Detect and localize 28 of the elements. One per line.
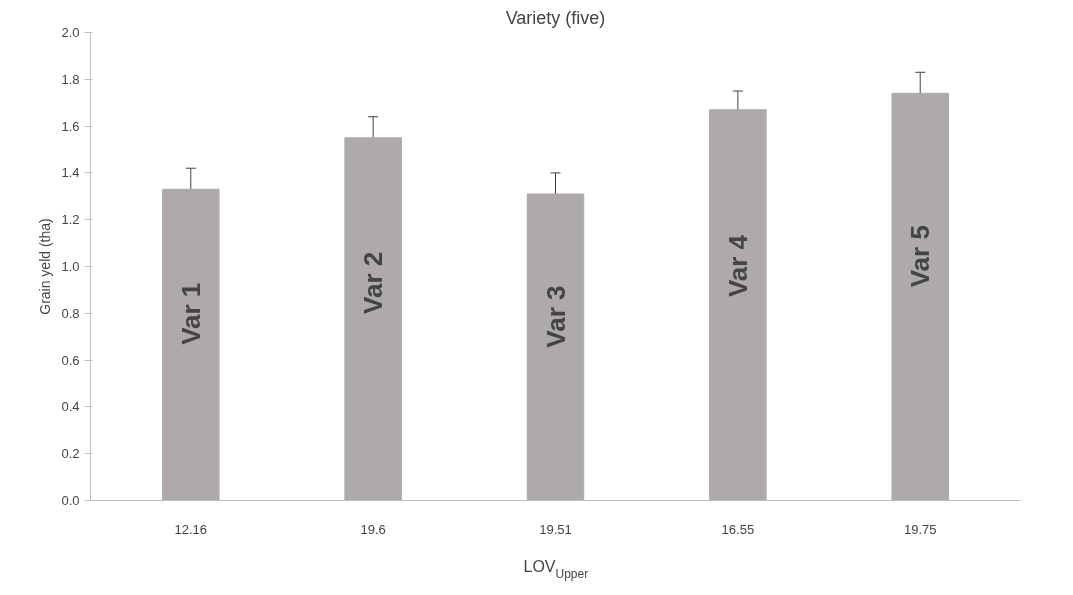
y-tick-label: 0.6 — [61, 352, 80, 368]
x-tick-label: 19.51 — [539, 521, 572, 537]
y-tick-label: 0.0 — [61, 493, 80, 508]
y-axis-title: Grain yeld (tha) — [37, 218, 54, 315]
bar — [162, 188, 220, 501]
y-tick-label: 0.4 — [61, 399, 80, 415]
y-tick-label: 1.8 — [61, 71, 80, 87]
y-tick-label: 0.8 — [61, 305, 80, 321]
annotation: Var 5 — [905, 225, 936, 288]
y-tick-label: 2.0 — [61, 25, 80, 40]
chart-title: Variety (five) — [505, 7, 606, 28]
x-tick-label: 19.75 — [903, 521, 937, 537]
annotation: Var 4 — [722, 234, 753, 298]
x-tick-label: 16.55 — [721, 521, 755, 537]
bar — [526, 193, 585, 501]
annotation: Var 1 — [175, 282, 206, 345]
y-tick-label: 1.4 — [61, 165, 80, 181]
x-tick-label: 19.6 — [360, 521, 386, 537]
y-tick-label: 1.6 — [61, 118, 80, 134]
bar — [891, 92, 949, 501]
y-tick-label: 1.2 — [61, 212, 80, 228]
annotation: Var 2 — [358, 251, 389, 314]
annotation: Var 3 — [540, 285, 571, 348]
y-tick-label: 1.0 — [61, 259, 80, 274]
y-tick-label: 0.2 — [61, 446, 80, 462]
x-tick-label: 12.16 — [174, 521, 208, 537]
bar — [709, 109, 767, 501]
bar — [344, 137, 402, 501]
